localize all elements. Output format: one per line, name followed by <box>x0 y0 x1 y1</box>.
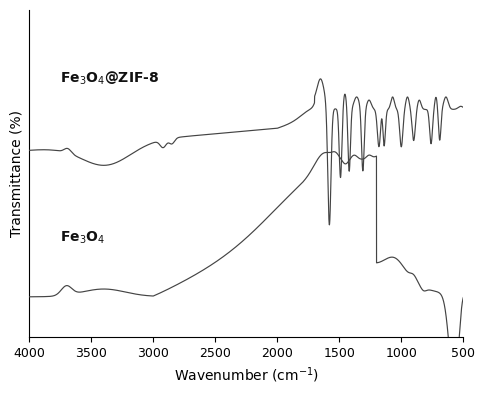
Text: Fe$_3$O$_4$: Fe$_3$O$_4$ <box>60 229 105 246</box>
Text: Fe$_3$O$_4$@ZIF-8: Fe$_3$O$_4$@ZIF-8 <box>60 70 159 87</box>
Y-axis label: Transmittance (%): Transmittance (%) <box>10 110 24 237</box>
X-axis label: Wavenumber (cm$^{-1}$): Wavenumber (cm$^{-1}$) <box>173 366 318 385</box>
